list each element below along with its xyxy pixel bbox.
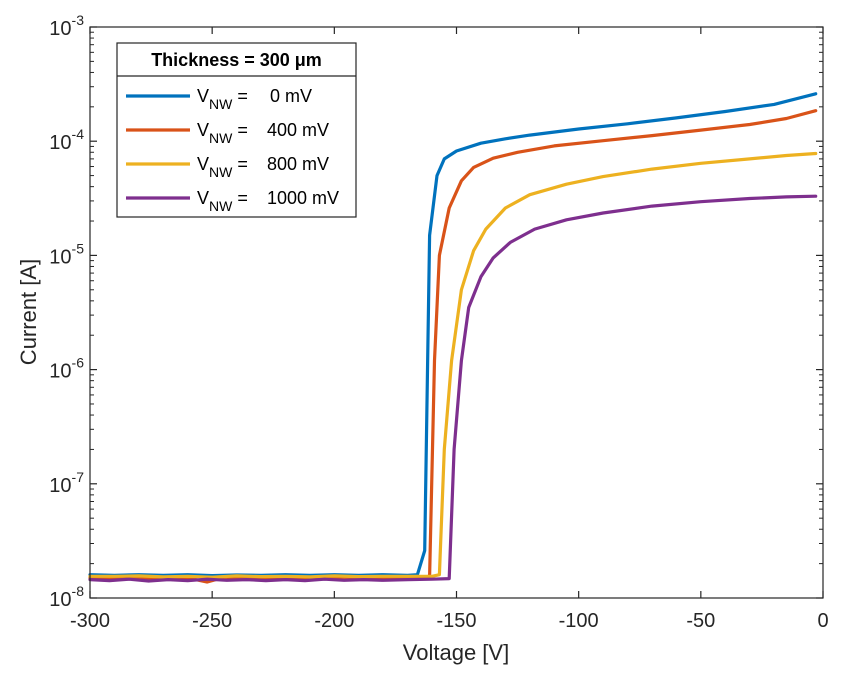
ticks-layer: -300 -250 -200 -150 -100 -50 0 10-8 10-7 10-6 10-5… (49, 12, 828, 632)
x-tick-label: -300 (70, 610, 110, 632)
x-tick-label: -50 (686, 610, 715, 632)
x-tick-label: -200 (314, 610, 354, 632)
legend-entry-3: VNW = 1000 mV (197, 188, 339, 214)
legend-title: Thickness = 300 μm (151, 50, 322, 70)
x-tick-label: 0 (817, 610, 828, 632)
series-line-3 (88, 194, 818, 583)
y-tick-label: 10-8 (49, 583, 84, 611)
y-tick-label: 10-7 (49, 469, 84, 497)
legend-entry-0: VNW = 0 mV (197, 86, 312, 112)
y-tick-label: 10-4 (49, 126, 84, 154)
y-tick-label: 10-5 (49, 240, 84, 268)
legend-entry-1: VNW = 400 mV (197, 120, 329, 146)
series-layer (88, 92, 818, 584)
x-tick-label: -150 (436, 610, 476, 632)
y-axis-label: Current [A] (16, 259, 41, 365)
series-line-2 (88, 151, 818, 579)
y-tick-label: 10-3 (49, 12, 84, 40)
x-axis-label: Voltage [V] (403, 640, 509, 665)
legend: Thickness = 300 μm VNW = 0 mV VNW = 400 mV VN… (116, 42, 357, 218)
y-tick-label: 10-6 (49, 355, 84, 383)
x-tick-label: -100 (559, 610, 599, 632)
x-tick-label: -250 (192, 610, 232, 632)
legend-entry-2: VNW = 800 mV (197, 154, 329, 180)
